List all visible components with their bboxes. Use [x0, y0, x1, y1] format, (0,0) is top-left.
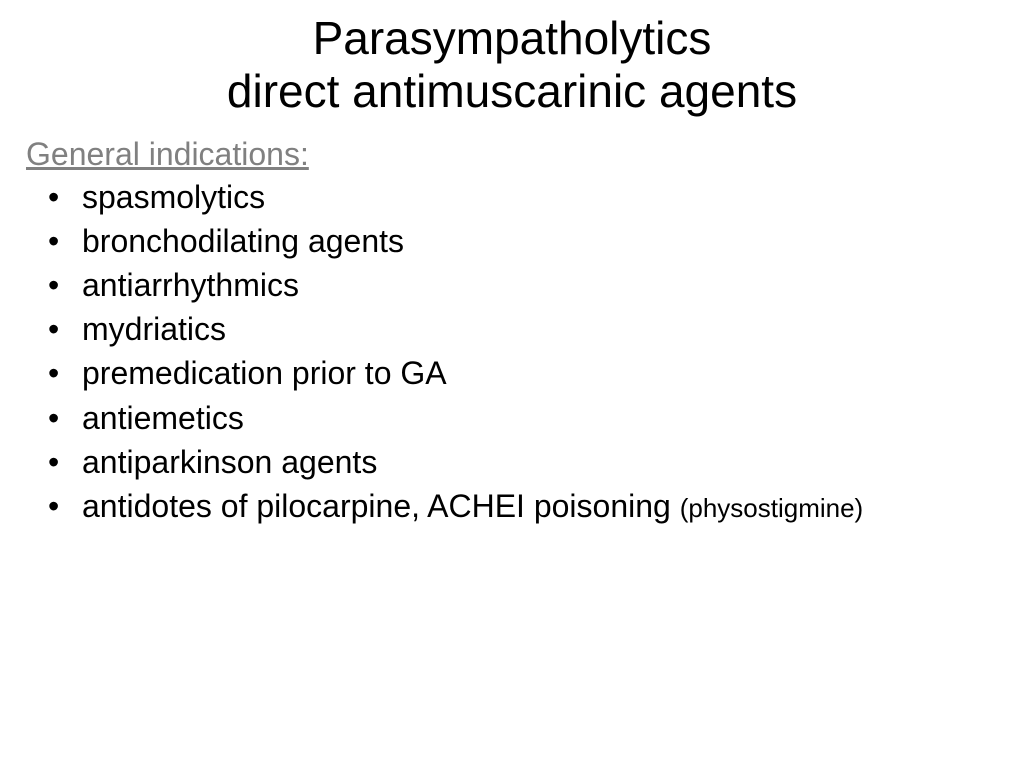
list-item: antiarrhythmics — [48, 263, 1004, 307]
bullet-list: spasmolytics bronchodilating agents anti… — [20, 175, 1004, 528]
title-line-2: direct antimuscarinic agents — [20, 65, 1004, 118]
section-heading: General indications: — [26, 136, 1004, 173]
list-item-main: antidotes of pilocarpine, ACHEI poisonin… — [82, 488, 680, 524]
list-item: antiemetics — [48, 396, 1004, 440]
list-item-paren: (physostigmine) — [680, 493, 864, 523]
list-item: antidotes of pilocarpine, ACHEI poisonin… — [48, 484, 1004, 528]
list-item: spasmolytics — [48, 175, 1004, 219]
list-item: bronchodilating agents — [48, 219, 1004, 263]
title-line-1: Parasympatholytics — [20, 12, 1004, 65]
slide: Parasympatholytics direct antimuscarinic… — [0, 0, 1024, 768]
list-item: premedication prior to GA — [48, 351, 1004, 395]
list-item: antiparkinson agents — [48, 440, 1004, 484]
title-block: Parasympatholytics direct antimuscarinic… — [20, 12, 1004, 118]
list-item: mydriatics — [48, 307, 1004, 351]
